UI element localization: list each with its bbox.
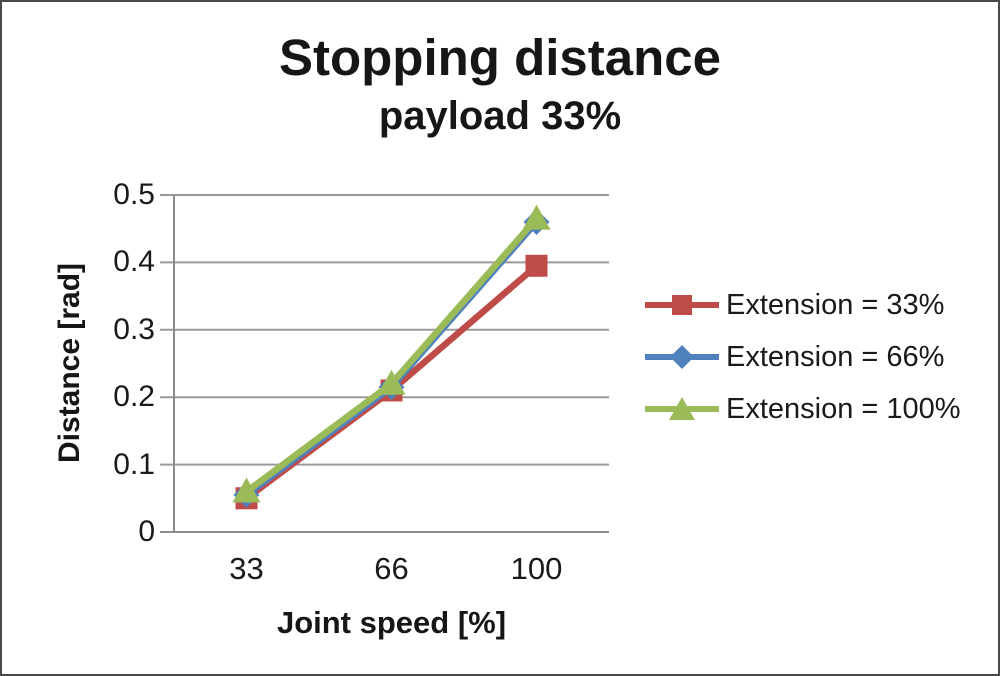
x-axis-title: Joint speed [%] [276, 605, 507, 640]
legend-item: Extension = 66% [645, 331, 961, 383]
y-tick-label: 0.5 [113, 178, 155, 211]
legend-label: Extension = 66% [726, 340, 945, 373]
y-axis-title: Distance [rad] [53, 262, 86, 464]
chart-title: Stopping distance [278, 29, 722, 86]
y-tick-label: 0 [138, 515, 155, 548]
legend-diamond-icon [645, 345, 719, 369]
y-tick-label: 0.1 [113, 447, 155, 481]
chart-subtitle: payload 33% [378, 94, 622, 138]
x-tick-label: 66 [374, 551, 409, 586]
legend-square-icon [645, 295, 719, 315]
x-tick-label: 100 [510, 551, 563, 586]
legend-label: Extension = 33% [726, 288, 945, 321]
y-tick-label: 0.4 [113, 245, 155, 279]
series-line-triangle [243, 215, 540, 495]
legend-triangle-icon [645, 397, 719, 420]
data-point-square [525, 254, 548, 277]
legend-item: Extension = 33% [645, 279, 961, 331]
data-point-triangle [377, 369, 406, 395]
legend: Extension = 33% Extension = 66% Extension … [645, 279, 961, 435]
legend-label: Extension = 100% [726, 392, 961, 425]
x-tick-label: 33 [229, 551, 264, 586]
data-point-triangle [232, 477, 261, 503]
y-tick-label: 0.2 [113, 380, 155, 414]
legend-item: Extension = 100% [645, 383, 961, 435]
y-tick-label: 0.3 [113, 312, 155, 346]
data-point-triangle [522, 204, 551, 230]
